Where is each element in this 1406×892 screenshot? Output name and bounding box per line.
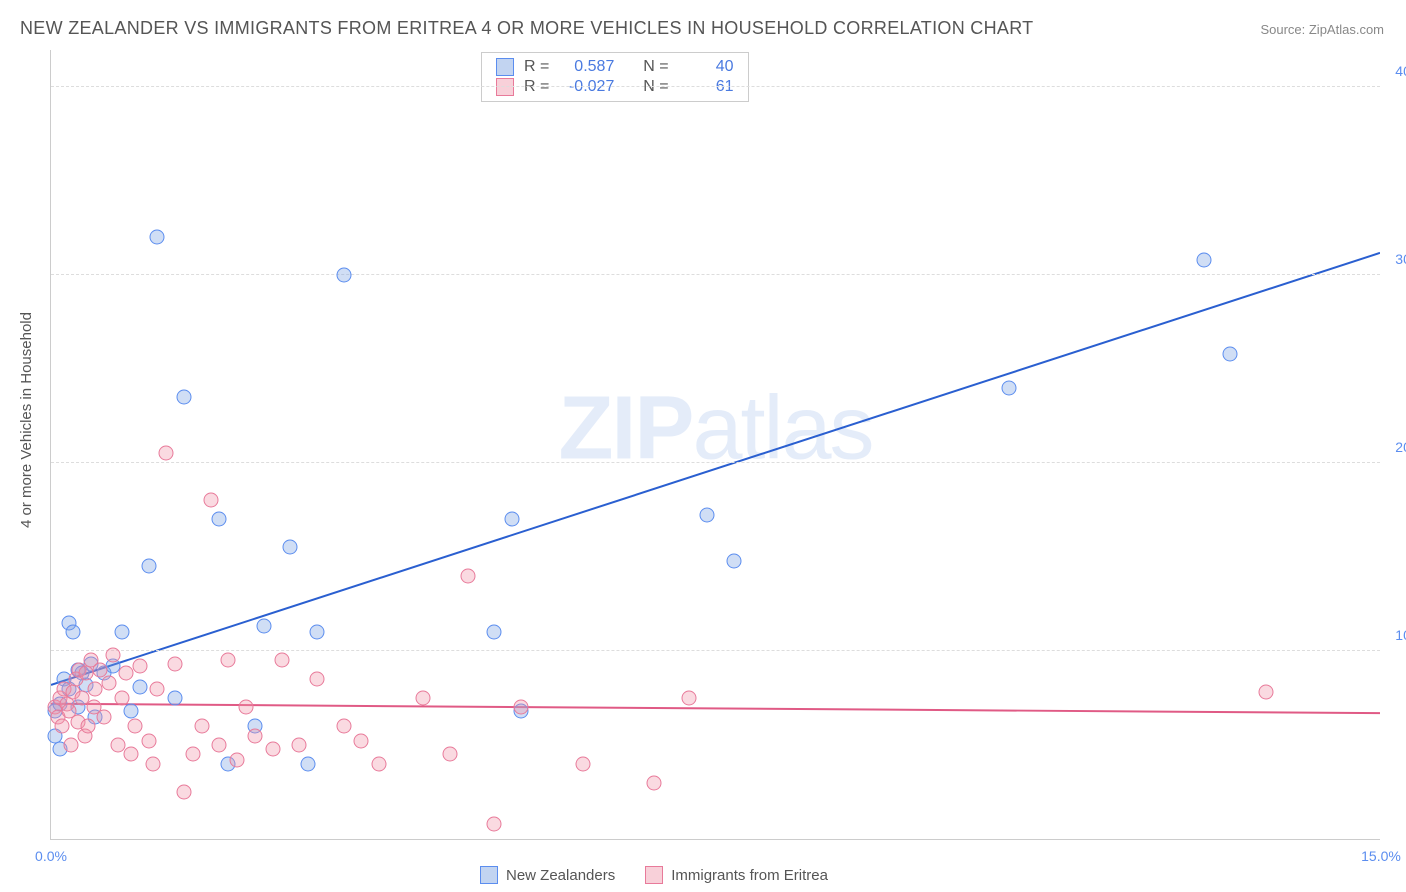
scatter-point bbox=[101, 675, 116, 690]
scatter-point bbox=[700, 508, 715, 523]
gridline bbox=[51, 462, 1380, 463]
stats-row: R = 0.587 N = 40 bbox=[496, 57, 734, 77]
scatter-point bbox=[682, 690, 697, 705]
scatter-point bbox=[110, 737, 125, 752]
scatter-point bbox=[230, 753, 245, 768]
swatch-pink-icon bbox=[496, 78, 514, 96]
scatter-point bbox=[123, 747, 138, 762]
scatter-point bbox=[150, 681, 165, 696]
y-tick-label: 30.0% bbox=[1395, 251, 1406, 267]
scatter-point bbox=[1258, 685, 1273, 700]
scatter-point bbox=[336, 267, 351, 282]
scatter-point bbox=[63, 737, 78, 752]
scatter-point bbox=[123, 704, 138, 719]
y-tick-label: 40.0% bbox=[1395, 63, 1406, 79]
scatter-point bbox=[274, 653, 289, 668]
r-value: -0.027 bbox=[559, 78, 614, 96]
swatch-blue-icon bbox=[496, 58, 514, 76]
stats-row: R = -0.027 N = 61 bbox=[496, 77, 734, 97]
n-value: 61 bbox=[679, 78, 734, 96]
r-label: R = bbox=[524, 58, 549, 76]
scatter-point bbox=[203, 493, 218, 508]
gridline bbox=[51, 274, 1380, 275]
scatter-point bbox=[114, 690, 129, 705]
scatter-point bbox=[487, 816, 502, 831]
scatter-point bbox=[1196, 252, 1211, 267]
bottom-legend: New Zealanders Immigrants from Eritrea bbox=[480, 866, 828, 884]
scatter-point bbox=[301, 756, 316, 771]
scatter-point bbox=[354, 734, 369, 749]
y-tick-label: 10.0% bbox=[1395, 627, 1406, 643]
r-label: R = bbox=[524, 78, 549, 96]
scatter-point bbox=[646, 775, 661, 790]
scatter-point bbox=[168, 657, 183, 672]
legend-label: New Zealanders bbox=[506, 867, 615, 884]
legend-item: Immigrants from Eritrea bbox=[645, 866, 828, 884]
scatter-point bbox=[726, 553, 741, 568]
stats-legend: R = 0.587 N = 40 R = -0.027 N = 61 bbox=[481, 52, 749, 102]
scatter-point bbox=[292, 737, 307, 752]
scatter-point bbox=[336, 719, 351, 734]
scatter-point bbox=[221, 653, 236, 668]
scatter-point bbox=[487, 625, 502, 640]
scatter-point bbox=[1001, 380, 1016, 395]
gridline bbox=[51, 650, 1380, 651]
source-label: Source: ZipAtlas.com bbox=[1260, 22, 1384, 37]
scatter-point bbox=[443, 747, 458, 762]
swatch-pink-icon bbox=[645, 866, 663, 884]
n-value: 40 bbox=[679, 58, 734, 76]
plot-area: ZIPatlas R =0.587 N =40R =-0.027 N =61 1… bbox=[50, 50, 1380, 840]
scatter-point bbox=[576, 756, 591, 771]
y-axis-title: 4 or more Vehicles in Household bbox=[18, 312, 35, 528]
x-tick-label: 15.0% bbox=[1361, 848, 1401, 864]
n-label: N = bbox=[643, 78, 668, 96]
legend-item: New Zealanders bbox=[480, 866, 615, 884]
scatter-point bbox=[239, 700, 254, 715]
scatter-point bbox=[212, 737, 227, 752]
scatter-point bbox=[505, 512, 520, 527]
gridline bbox=[51, 86, 1380, 87]
scatter-point bbox=[54, 719, 69, 734]
r-value: 0.587 bbox=[559, 58, 614, 76]
scatter-point bbox=[194, 719, 209, 734]
scatter-point bbox=[283, 540, 298, 555]
scatter-point bbox=[460, 568, 475, 583]
scatter-point bbox=[177, 389, 192, 404]
scatter-point bbox=[141, 559, 156, 574]
scatter-point bbox=[177, 784, 192, 799]
scatter-point bbox=[256, 619, 271, 634]
chart-title: NEW ZEALANDER VS IMMIGRANTS FROM ERITREA… bbox=[20, 18, 1033, 39]
scatter-point bbox=[141, 734, 156, 749]
trend-line bbox=[51, 253, 1380, 685]
scatter-point bbox=[372, 756, 387, 771]
scatter-point bbox=[145, 756, 160, 771]
n-label: N = bbox=[643, 58, 668, 76]
scatter-point bbox=[212, 512, 227, 527]
swatch-blue-icon bbox=[480, 866, 498, 884]
scatter-point bbox=[106, 647, 121, 662]
legend-label: Immigrants from Eritrea bbox=[671, 867, 828, 884]
scatter-point bbox=[128, 719, 143, 734]
scatter-point bbox=[513, 700, 528, 715]
scatter-point bbox=[150, 230, 165, 245]
scatter-point bbox=[97, 709, 112, 724]
scatter-point bbox=[416, 690, 431, 705]
scatter-point bbox=[1223, 346, 1238, 361]
scatter-point bbox=[81, 719, 96, 734]
scatter-point bbox=[265, 741, 280, 756]
scatter-point bbox=[185, 747, 200, 762]
scatter-point bbox=[66, 625, 81, 640]
watermark: ZIPatlas bbox=[558, 377, 872, 480]
scatter-point bbox=[132, 658, 147, 673]
y-tick-label: 20.0% bbox=[1395, 439, 1406, 455]
scatter-point bbox=[310, 625, 325, 640]
scatter-point bbox=[247, 728, 262, 743]
scatter-point bbox=[168, 690, 183, 705]
scatter-point bbox=[114, 625, 129, 640]
scatter-point bbox=[159, 446, 174, 461]
scatter-point bbox=[310, 672, 325, 687]
x-tick-label: 0.0% bbox=[35, 848, 67, 864]
scatter-point bbox=[132, 679, 147, 694]
